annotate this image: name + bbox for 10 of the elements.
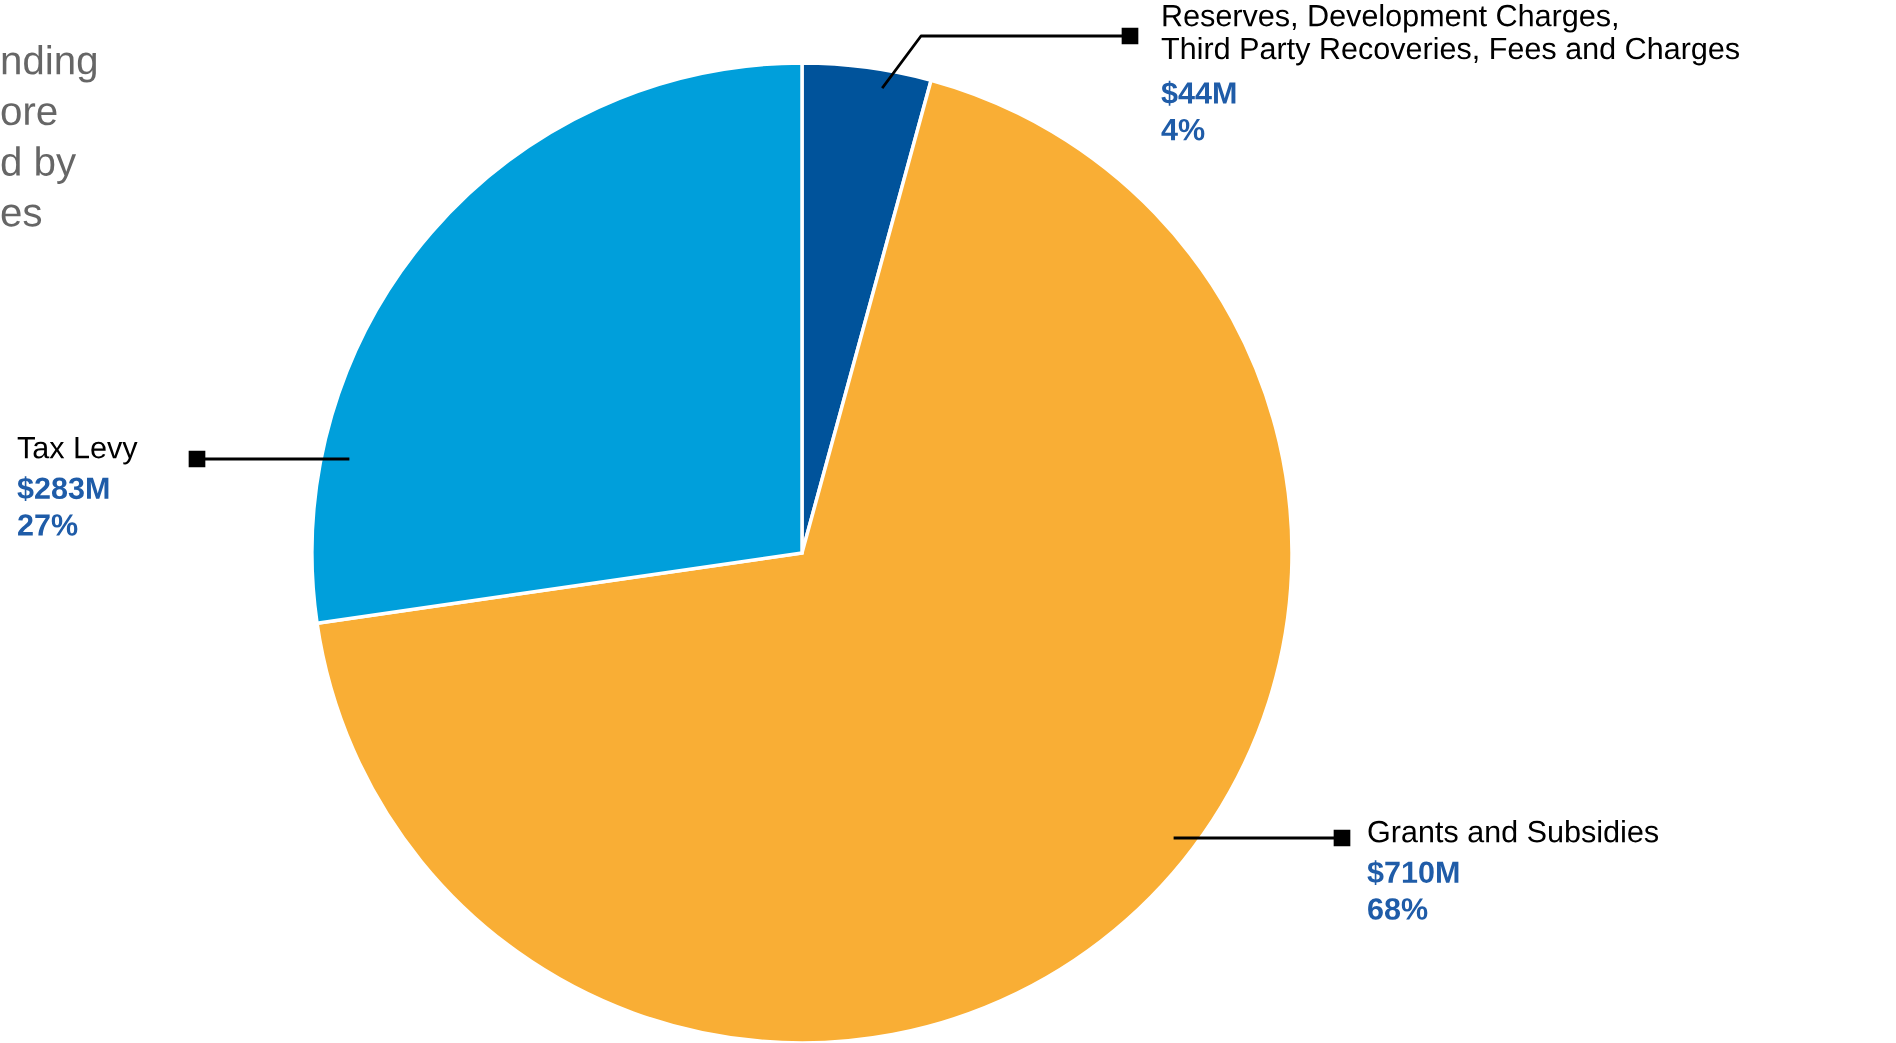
slice-label: Grants and Subsidies <box>1368 820 1659 843</box>
data-label: $283M <box>17 476 109 502</box>
text: 4% <box>1161 118 1205 141</box>
slice-label: Tax Levy <box>17 437 138 465</box>
text: nding ore d by es <box>1 45 96 227</box>
text: 27% <box>18 514 78 536</box>
text: 68% <box>1368 898 1428 920</box>
data-label: $44M <box>1161 80 1236 106</box>
data-label: $710M <box>1367 860 1459 886</box>
slice-label: Reserves, Development Charges, Third Party Recoveries, Fees and Charges <box>1161 4 1740 66</box>
